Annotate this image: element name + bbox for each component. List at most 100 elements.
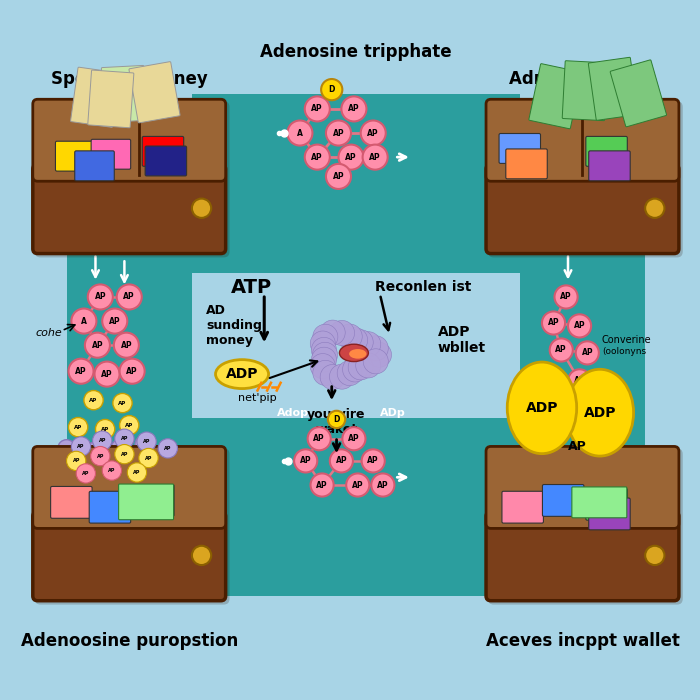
Circle shape bbox=[115, 429, 134, 449]
Circle shape bbox=[294, 449, 317, 473]
Text: AP: AP bbox=[120, 341, 132, 350]
Circle shape bbox=[330, 321, 355, 346]
Text: AP: AP bbox=[574, 321, 585, 330]
Text: AP: AP bbox=[102, 370, 113, 379]
FancyBboxPatch shape bbox=[488, 102, 682, 258]
Text: AP: AP bbox=[82, 471, 90, 476]
Text: AP: AP bbox=[62, 446, 71, 451]
Text: AP: AP bbox=[123, 293, 135, 302]
Text: AP: AP bbox=[94, 293, 106, 302]
Circle shape bbox=[328, 411, 345, 428]
Circle shape bbox=[542, 368, 565, 391]
Text: yourvire
waket: yourvire waket bbox=[307, 408, 366, 436]
Circle shape bbox=[346, 473, 370, 496]
Circle shape bbox=[288, 120, 312, 146]
Circle shape bbox=[192, 199, 211, 218]
Circle shape bbox=[312, 337, 337, 363]
Circle shape bbox=[58, 440, 75, 457]
Circle shape bbox=[310, 354, 335, 379]
FancyBboxPatch shape bbox=[589, 151, 630, 181]
FancyBboxPatch shape bbox=[35, 449, 230, 605]
Text: A: A bbox=[297, 129, 303, 137]
FancyBboxPatch shape bbox=[35, 102, 230, 258]
Text: AP: AP bbox=[143, 439, 150, 444]
Text: AP: AP bbox=[377, 480, 388, 489]
Circle shape bbox=[326, 120, 351, 146]
FancyBboxPatch shape bbox=[610, 60, 666, 127]
Ellipse shape bbox=[566, 370, 634, 456]
Text: AP: AP bbox=[348, 434, 360, 443]
Text: A: A bbox=[81, 316, 87, 326]
FancyBboxPatch shape bbox=[55, 141, 95, 171]
Text: ADP: ADP bbox=[526, 401, 558, 415]
Text: AP: AP bbox=[557, 400, 569, 410]
Text: AP: AP bbox=[312, 104, 323, 113]
Text: AP: AP bbox=[368, 456, 379, 466]
Circle shape bbox=[645, 546, 664, 565]
FancyBboxPatch shape bbox=[499, 134, 540, 163]
Circle shape bbox=[71, 309, 97, 334]
Circle shape bbox=[348, 355, 373, 380]
Text: AP: AP bbox=[164, 446, 172, 451]
FancyBboxPatch shape bbox=[192, 417, 520, 596]
FancyBboxPatch shape bbox=[33, 99, 225, 181]
Text: D: D bbox=[328, 85, 335, 94]
Text: AP: AP bbox=[109, 316, 120, 326]
Circle shape bbox=[192, 546, 211, 565]
Circle shape bbox=[113, 393, 132, 413]
Circle shape bbox=[363, 145, 388, 169]
Circle shape bbox=[307, 427, 331, 450]
Circle shape bbox=[550, 338, 573, 362]
Text: AP: AP bbox=[335, 456, 347, 466]
Circle shape bbox=[348, 330, 373, 355]
Circle shape bbox=[120, 358, 145, 384]
FancyBboxPatch shape bbox=[132, 484, 174, 517]
Text: AP: AP bbox=[582, 349, 593, 358]
Circle shape bbox=[321, 79, 342, 100]
Circle shape bbox=[371, 473, 394, 496]
Text: ATP: ATP bbox=[230, 278, 272, 297]
Circle shape bbox=[115, 444, 134, 464]
Text: AP: AP bbox=[316, 480, 328, 489]
Circle shape bbox=[363, 349, 389, 374]
Circle shape bbox=[94, 362, 120, 386]
Circle shape bbox=[92, 431, 112, 450]
Text: AP: AP bbox=[90, 449, 98, 454]
FancyBboxPatch shape bbox=[488, 449, 682, 605]
FancyBboxPatch shape bbox=[589, 498, 630, 530]
FancyBboxPatch shape bbox=[33, 447, 225, 528]
Text: Adenoosine puropstion: Adenoosine puropstion bbox=[20, 631, 238, 650]
Text: Adenosine tripphate: Adenosine tripphate bbox=[260, 43, 452, 62]
Text: AP: AP bbox=[120, 452, 128, 456]
Circle shape bbox=[568, 370, 591, 393]
Circle shape bbox=[552, 393, 575, 416]
Text: AP: AP bbox=[574, 377, 585, 386]
Text: AP: AP bbox=[145, 456, 152, 461]
Circle shape bbox=[311, 473, 334, 496]
FancyBboxPatch shape bbox=[192, 273, 520, 417]
Text: AP: AP bbox=[99, 438, 106, 443]
FancyBboxPatch shape bbox=[71, 67, 120, 127]
Text: AP: AP bbox=[352, 480, 363, 489]
FancyBboxPatch shape bbox=[192, 94, 520, 273]
Circle shape bbox=[575, 342, 599, 365]
FancyBboxPatch shape bbox=[486, 447, 679, 528]
Text: Adreptry wallet: Adreptry wallet bbox=[510, 70, 656, 88]
Text: (oolonyns: (oolonyns bbox=[602, 347, 646, 356]
Circle shape bbox=[304, 97, 330, 122]
Circle shape bbox=[313, 324, 338, 349]
Text: AP: AP bbox=[345, 153, 357, 162]
FancyBboxPatch shape bbox=[486, 99, 679, 181]
FancyBboxPatch shape bbox=[589, 57, 638, 120]
Ellipse shape bbox=[216, 360, 269, 389]
Circle shape bbox=[568, 314, 591, 337]
Ellipse shape bbox=[340, 344, 368, 362]
Text: AP: AP bbox=[370, 153, 381, 162]
Text: AP: AP bbox=[116, 446, 124, 451]
Circle shape bbox=[85, 442, 102, 460]
Circle shape bbox=[312, 342, 337, 368]
Text: ADP
wbllet: ADP wbllet bbox=[438, 326, 486, 356]
Text: AP: AP bbox=[73, 458, 80, 463]
Text: AP: AP bbox=[348, 104, 360, 113]
Circle shape bbox=[127, 463, 146, 482]
